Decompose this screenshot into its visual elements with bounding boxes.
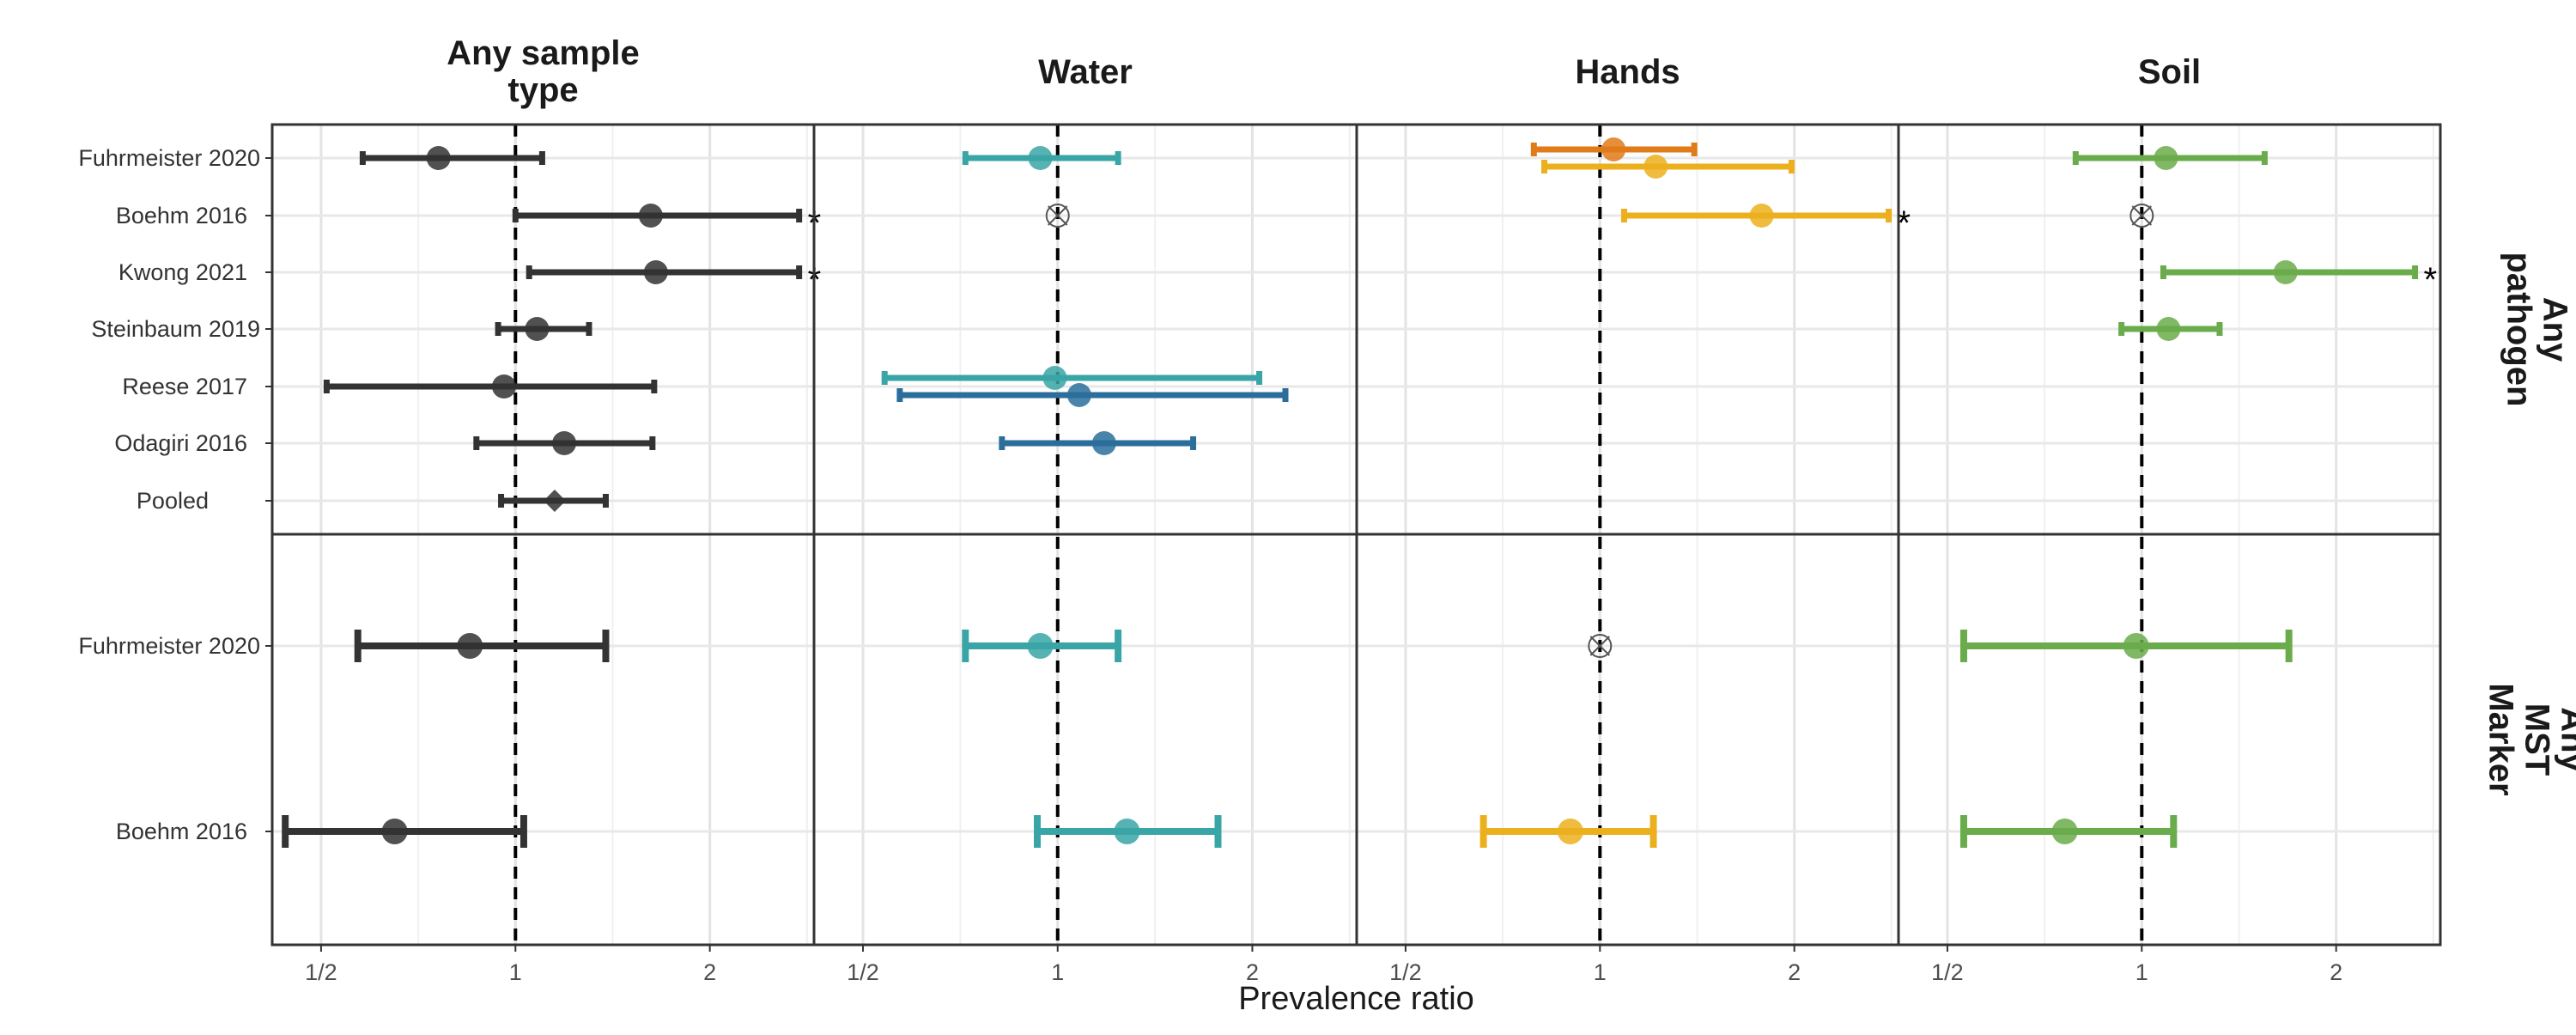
point-estimate [1557, 819, 1583, 844]
column-title: Soil [2138, 53, 2201, 91]
null-estimate-cross [2131, 205, 2153, 226]
null-estimate-cross [1589, 636, 1611, 656]
point-estimate [638, 204, 663, 228]
row-strip-title: Any [2554, 707, 2576, 772]
row-strip-title: Any [2536, 297, 2573, 362]
study-label: Reese 2017 [122, 374, 247, 399]
column-title: type [507, 71, 578, 109]
x-tick-label: 1/2 [305, 959, 337, 985]
study-label: Kwong 2021 [118, 259, 247, 285]
point-estimate [2154, 146, 2178, 170]
row-strip-title: MST [2518, 703, 2555, 776]
point-estimate [1601, 137, 1626, 161]
x-axis-title: Prevalence ratio [1238, 981, 1474, 1017]
x-tick-label: 2 [1246, 959, 1259, 985]
point-estimate [525, 317, 550, 341]
row-strip-title: pathogen [2500, 253, 2537, 407]
column-title: Any sample [447, 34, 640, 72]
x-tick-label: 1/2 [1389, 959, 1422, 985]
point-estimate [1042, 366, 1067, 390]
x-tick-label: 1 [2136, 959, 2148, 985]
x-tick-label: 1/2 [847, 959, 879, 985]
point-estimate [1028, 146, 1053, 170]
null-estimate-marker [2129, 204, 2154, 228]
point-estimate [1749, 204, 1774, 228]
significance-star: * [1898, 204, 1911, 242]
row-strip-title: Marker [2482, 683, 2519, 795]
study-label: Odagiri 2016 [114, 430, 247, 456]
point-estimate [1643, 155, 1668, 179]
null-estimate-marker [1588, 634, 1613, 658]
x-tick-label: 1/2 [1931, 959, 1964, 985]
column-title: Hands [1575, 53, 1680, 91]
x-tick-label: 2 [1788, 959, 1801, 985]
point-estimate [2273, 260, 2298, 284]
null-estimate-marker [1045, 204, 1070, 228]
point-estimate [1027, 633, 1054, 659]
x-tick-label: 1 [1051, 959, 1064, 985]
point-estimate [1091, 431, 1116, 455]
point-estimate [381, 819, 408, 844]
study-label: Pooled [137, 488, 209, 514]
x-tick-label: 2 [2330, 959, 2342, 985]
pooled-estimate-diamond [543, 490, 566, 512]
point-estimate [2123, 633, 2149, 659]
null-estimate-cross [1048, 205, 1068, 226]
study-label: Fuhrmeister 2020 [78, 633, 260, 659]
x-tick-label: 1 [1594, 959, 1607, 985]
point-estimate [643, 260, 668, 284]
panel-border [812, 533, 1358, 947]
column-title: Water [1038, 53, 1133, 91]
panel-border [1897, 533, 2442, 947]
point-estimate [1066, 383, 1091, 407]
study-label: Fuhrmeister 2020 [78, 145, 260, 171]
point-estimate [2156, 317, 2181, 341]
x-tick-label: 2 [703, 959, 716, 985]
study-label: Boehm 2016 [116, 819, 247, 844]
point-estimate [426, 146, 451, 170]
panel-border [270, 533, 816, 947]
study-label: Boehm 2016 [116, 203, 247, 228]
point-estimate [2051, 819, 2078, 844]
significance-star: * [2424, 261, 2438, 299]
point-estimate [457, 633, 483, 659]
x-tick-label: 1 [509, 959, 522, 985]
point-estimate [1114, 819, 1140, 844]
point-estimate [491, 374, 516, 399]
point-estimate [552, 431, 577, 455]
panel-border [1355, 533, 1900, 947]
study-label: Steinbaum 2019 [91, 316, 260, 342]
